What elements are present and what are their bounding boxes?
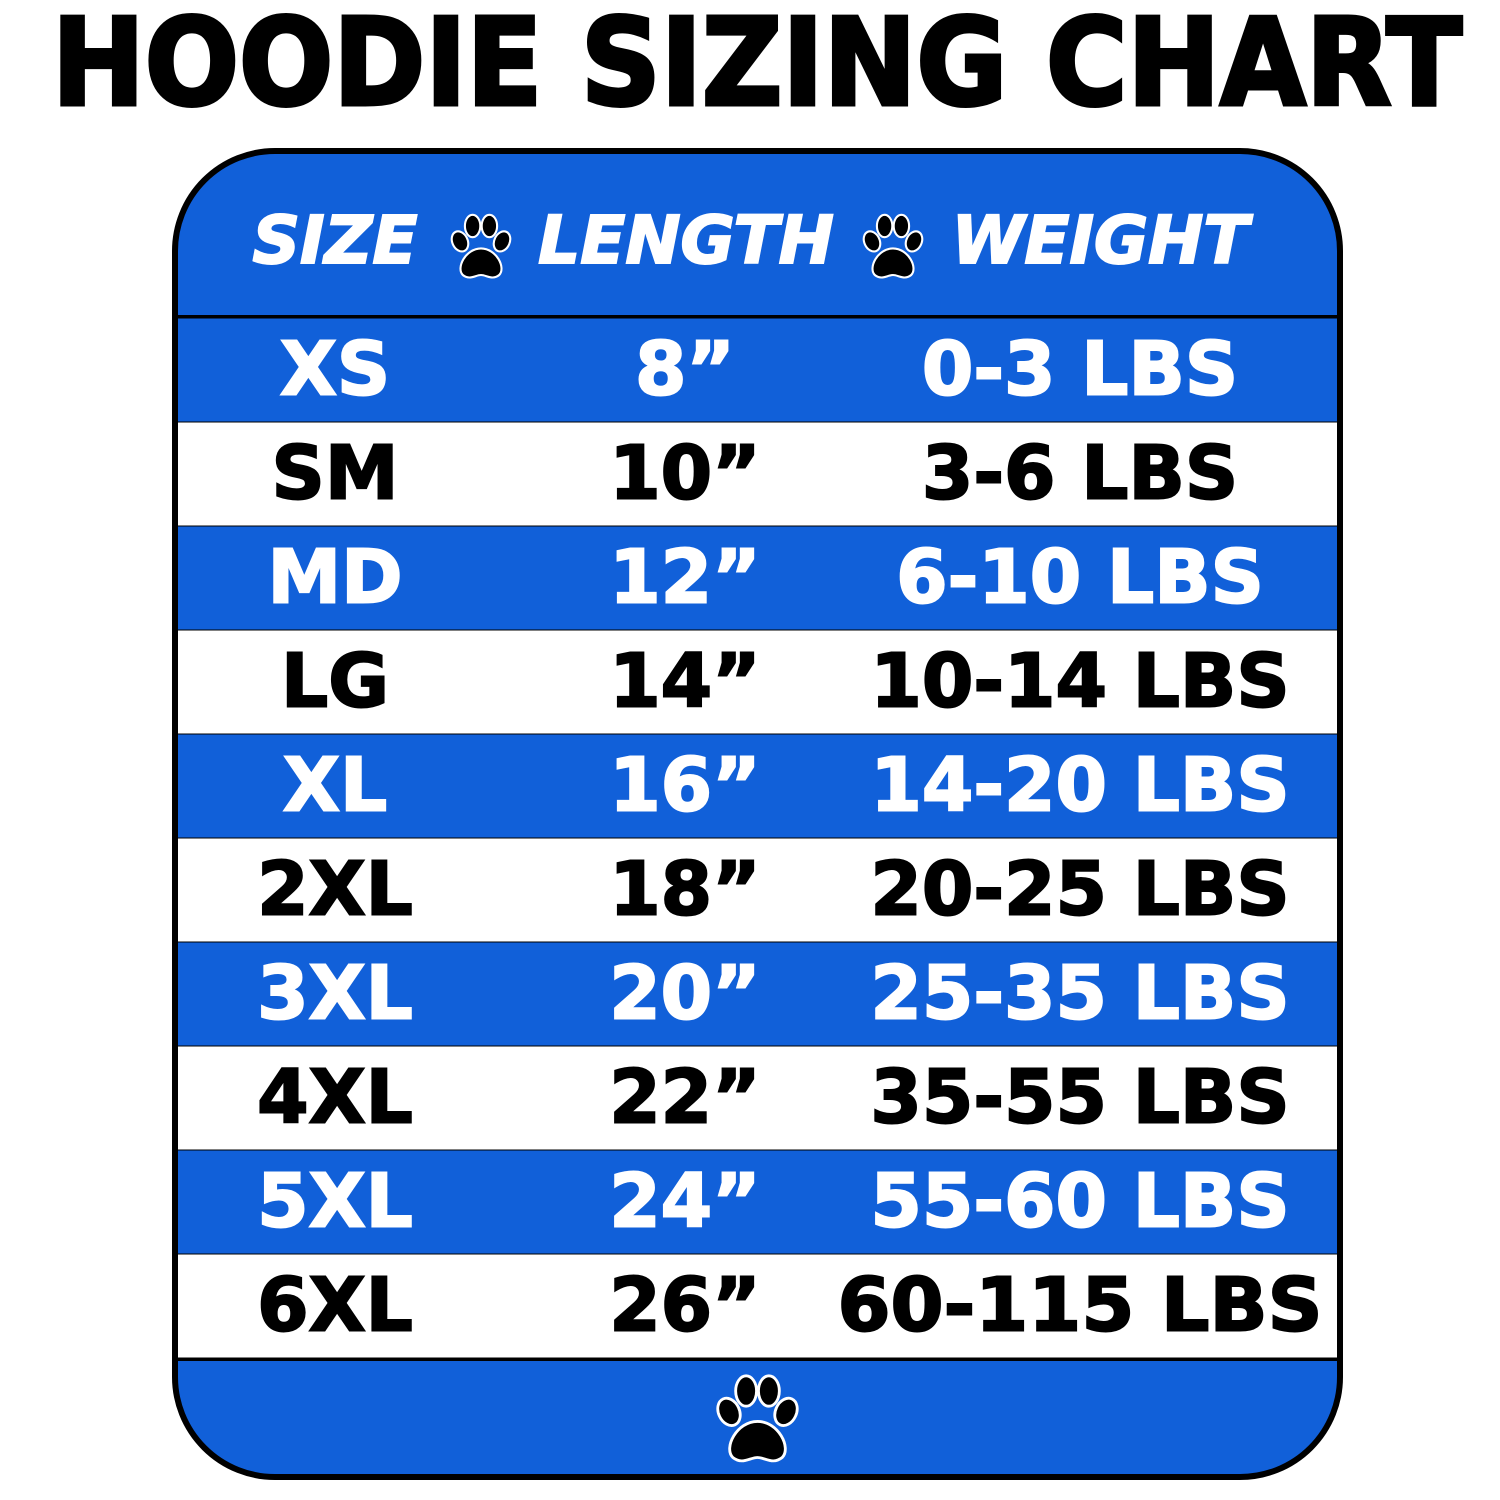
header-cell: SIZE [252, 202, 417, 279]
table-cell: 10” [609, 431, 761, 517]
row-bg [175, 1045, 1340, 1151]
row-bg [175, 525, 1340, 631]
table-cell: 14-20 LBS [870, 743, 1289, 829]
table-cell: 12” [609, 535, 761, 621]
table-cell: SM [272, 431, 399, 517]
table-cell: 35-55 LBS [870, 1055, 1289, 1141]
table-cell: 14” [609, 639, 761, 725]
table-cell: 8” [635, 327, 735, 413]
table-cell: 16” [609, 743, 761, 829]
table-cell: 25-35 LBS [870, 951, 1289, 1037]
row-bg [175, 1253, 1340, 1359]
table-cell: 4XL [257, 1055, 413, 1141]
table-cell: 6XL [257, 1263, 413, 1349]
row-bg [175, 1149, 1340, 1255]
table-cell: XS [280, 327, 390, 413]
table-cell: XL [283, 743, 387, 829]
table-body: XS 8” 0-3 LBS SM 10” 3-6 LBS MD 12” 6-10 LBS LG 14… [175, 315, 1340, 1361]
card-border [172, 148, 1343, 1480]
table-cell: 20-25 LBS [870, 847, 1289, 933]
table-cell: LG [281, 639, 389, 725]
row-bg [175, 421, 1340, 527]
table-cell: 55-60 LBS [870, 1159, 1289, 1245]
table-cell: 2XL [257, 847, 413, 933]
header-divider [175, 315, 1340, 318]
row-bg [175, 629, 1340, 735]
table-cell: 24” [609, 1159, 761, 1245]
table-cell: 6-10 LBS [896, 535, 1264, 621]
table-cell: 60-115 LBS [838, 1263, 1323, 1349]
table-cell: 3XL [257, 951, 413, 1037]
row-bg [175, 317, 1340, 423]
table-cell: 18” [609, 847, 761, 933]
header-cell: LENGTH [538, 202, 834, 279]
table-cell: 0-3 LBS [922, 327, 1238, 413]
header-cell: WEIGHT [952, 202, 1254, 279]
table-cell: 10-14 LBS [870, 639, 1289, 725]
table-cell: 5XL [257, 1159, 413, 1245]
table-cell: 22” [609, 1055, 761, 1141]
table-cell: 3-6 LBS [922, 431, 1238, 517]
table-cell: MD [267, 535, 402, 621]
table-cell: 26” [609, 1263, 761, 1349]
footer-divider [175, 1358, 1340, 1361]
title: HOODIE SIZING CHART [52, 0, 1462, 134]
row-bg [175, 837, 1340, 943]
table-cell: 20” [609, 951, 761, 1037]
